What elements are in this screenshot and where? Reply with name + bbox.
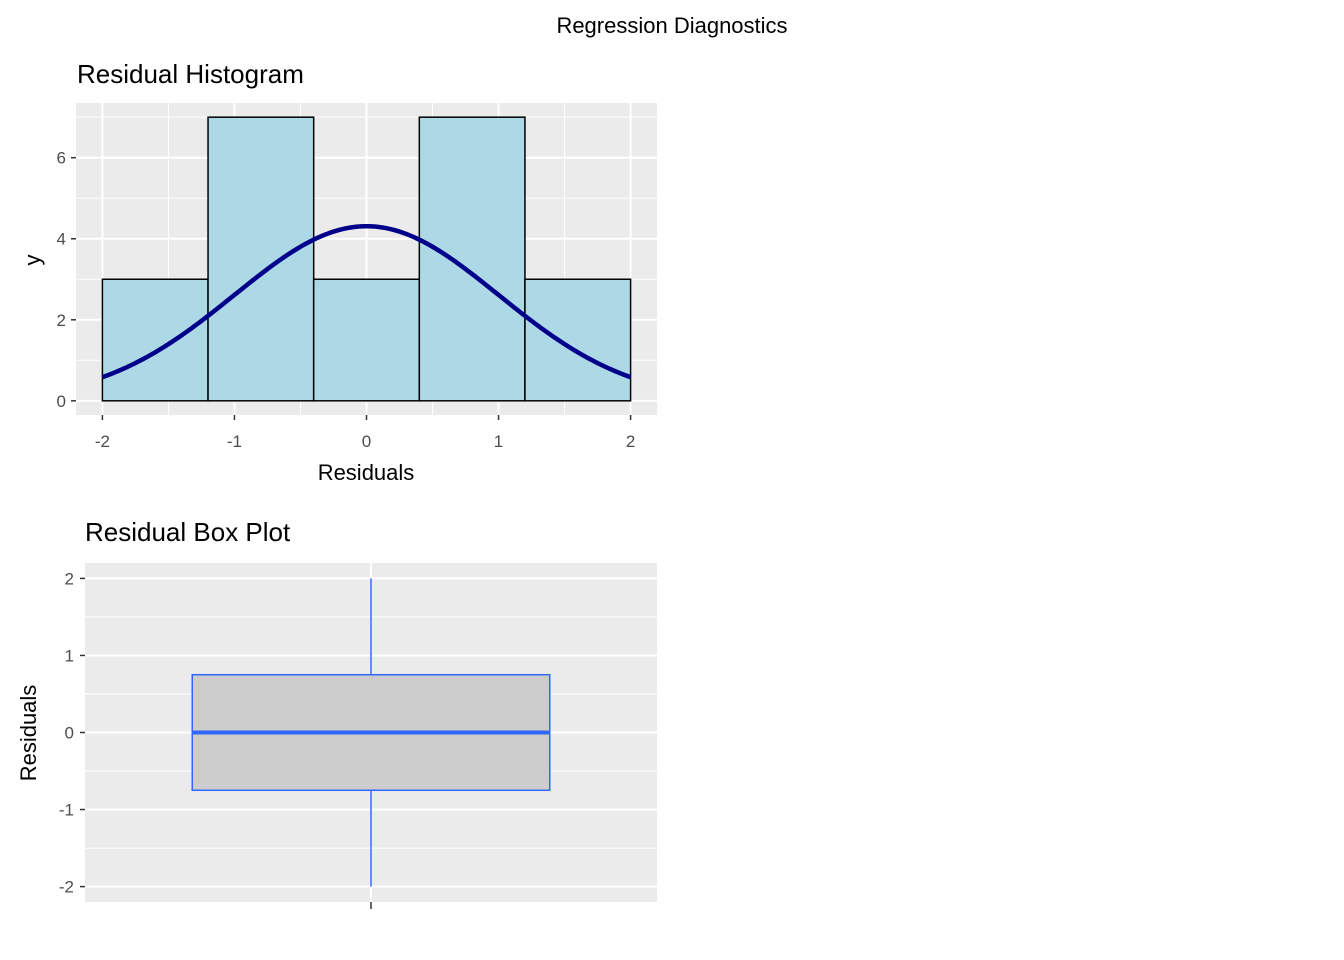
histogram-x-axis-title: Residuals: [318, 460, 415, 485]
boxplot-y-axis-title: Residuals: [16, 685, 41, 782]
histogram-y-axis-title: y: [20, 255, 45, 266]
residual-box-plot: Residual Box Plot -2 -1 0 1 2 Residuals: [16, 517, 657, 909]
boxplot-y-tick-label: 0: [65, 724, 74, 743]
boxplot-title: Residual Box Plot: [85, 517, 291, 547]
boxplot-y-tick-label: -2: [59, 878, 74, 897]
histogram-bar-4: [418, 116, 526, 402]
histogram-x-tick-label: 2: [626, 432, 635, 451]
histogram-bar-2: [207, 116, 315, 402]
histogram-y-tick-label: 6: [57, 149, 66, 168]
histogram-y-tick-label: 2: [57, 311, 66, 330]
histogram-x-tick-label: 1: [494, 432, 503, 451]
boxplot-y-tick-label: -1: [59, 801, 74, 820]
histogram-x-tick-label: 0: [362, 432, 371, 451]
histogram-x-tick-label: -1: [227, 432, 242, 451]
boxplot-y-tick-label: 2: [65, 569, 74, 588]
histogram-title: Residual Histogram: [77, 59, 304, 89]
histogram-y-tick-label: 4: [57, 230, 66, 249]
histogram-bar-5: [524, 278, 632, 402]
histogram-y-tick-label: 0: [57, 392, 66, 411]
figure-title: Regression Diagnostics: [556, 13, 787, 38]
boxplot-body: [191, 578, 551, 887]
boxplot-y-tick-label: 1: [65, 646, 74, 665]
residual-histogram: Residual Histogram -2 -1 0 1 2 0 2 4 6 Residuals…: [20, 59, 657, 485]
boxplot-axes: -2 -1 0 1 2: [59, 569, 372, 909]
histogram-bar-1: [101, 278, 209, 402]
histogram-bars: [101, 116, 632, 402]
histogram-x-tick-label: -2: [95, 432, 110, 451]
histogram-axes: -2 -1 0 1 2 0 2 4 6: [57, 149, 636, 451]
normal-density-curve: [101, 223, 632, 380]
histogram-bar-3: [312, 278, 421, 402]
